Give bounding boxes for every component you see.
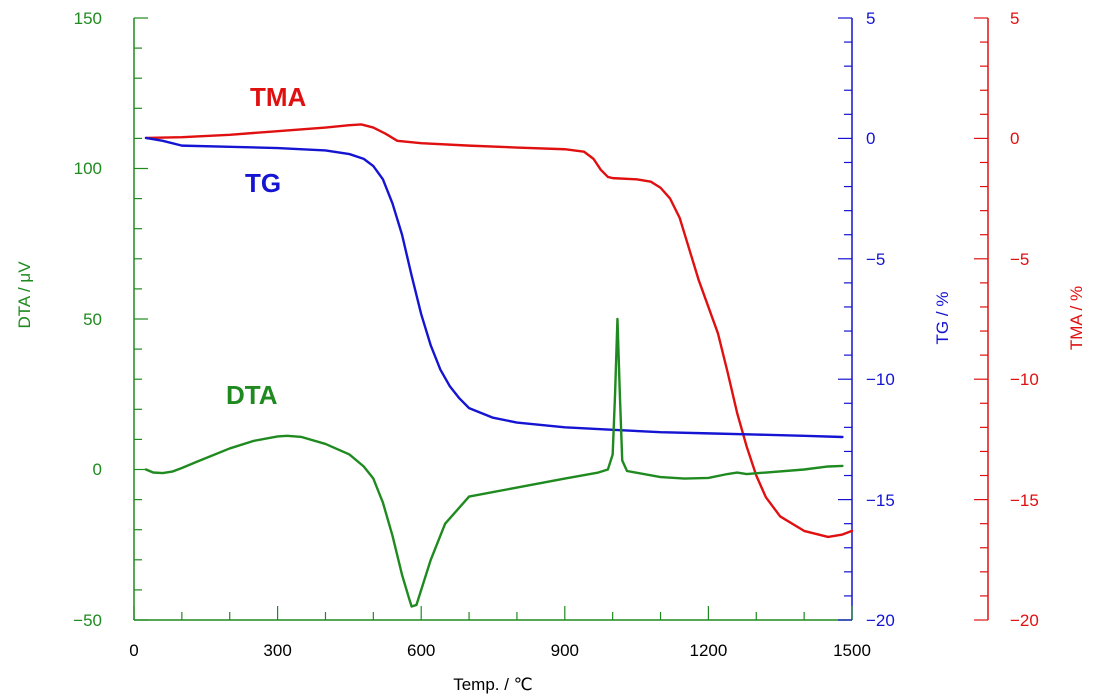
x-tick-label: 600 [407, 641, 435, 660]
dta-axis-title: DTA / μV [15, 261, 34, 329]
tma-tick-label: 0 [1010, 129, 1019, 148]
dta-tick-label: 50 [83, 310, 102, 329]
dta-tick-label: 150 [74, 9, 102, 28]
tg-tick-label: −20 [866, 611, 895, 630]
tg-series-line [144, 136, 844, 439]
tg-tick-label: 5 [866, 9, 875, 28]
tg-tick-label: −10 [866, 370, 895, 389]
tma-tick-label: −15 [1010, 491, 1039, 510]
x-tick-label: 1500 [833, 641, 871, 660]
tg-axis-title: TG / % [933, 292, 952, 345]
tma-tick-label: −10 [1010, 370, 1039, 389]
dta-tick-label: −50 [73, 611, 102, 630]
tma-tick-label: −5 [1010, 250, 1029, 269]
x-tick-label: 300 [263, 641, 291, 660]
tg-curve-label: TG [245, 168, 281, 198]
x-axis-title: Temp. / ℃ [453, 675, 533, 694]
tg-tick-label: −15 [866, 491, 895, 510]
dta-curve-label: DTA [226, 380, 278, 410]
tma-axis-title: TMA / % [1067, 286, 1086, 350]
x-tick-label: 0 [129, 641, 138, 660]
curves-layer [144, 123, 854, 608]
dta-series-line [144, 317, 844, 608]
x-tick-label: 1200 [689, 641, 727, 660]
tg-tick-label: 0 [866, 129, 875, 148]
tma-curve-label: TMA [250, 82, 307, 112]
tma-series-line [144, 123, 854, 539]
tma-tick-label: −20 [1010, 611, 1039, 630]
ticks-layer [133, 17, 988, 621]
tg-tick-label: −5 [866, 250, 885, 269]
x-tick-label: 900 [551, 641, 579, 660]
dta-tick-label: 0 [93, 460, 102, 479]
tma-tick-label: 5 [1010, 9, 1019, 28]
dta-tick-label: 100 [74, 159, 102, 178]
